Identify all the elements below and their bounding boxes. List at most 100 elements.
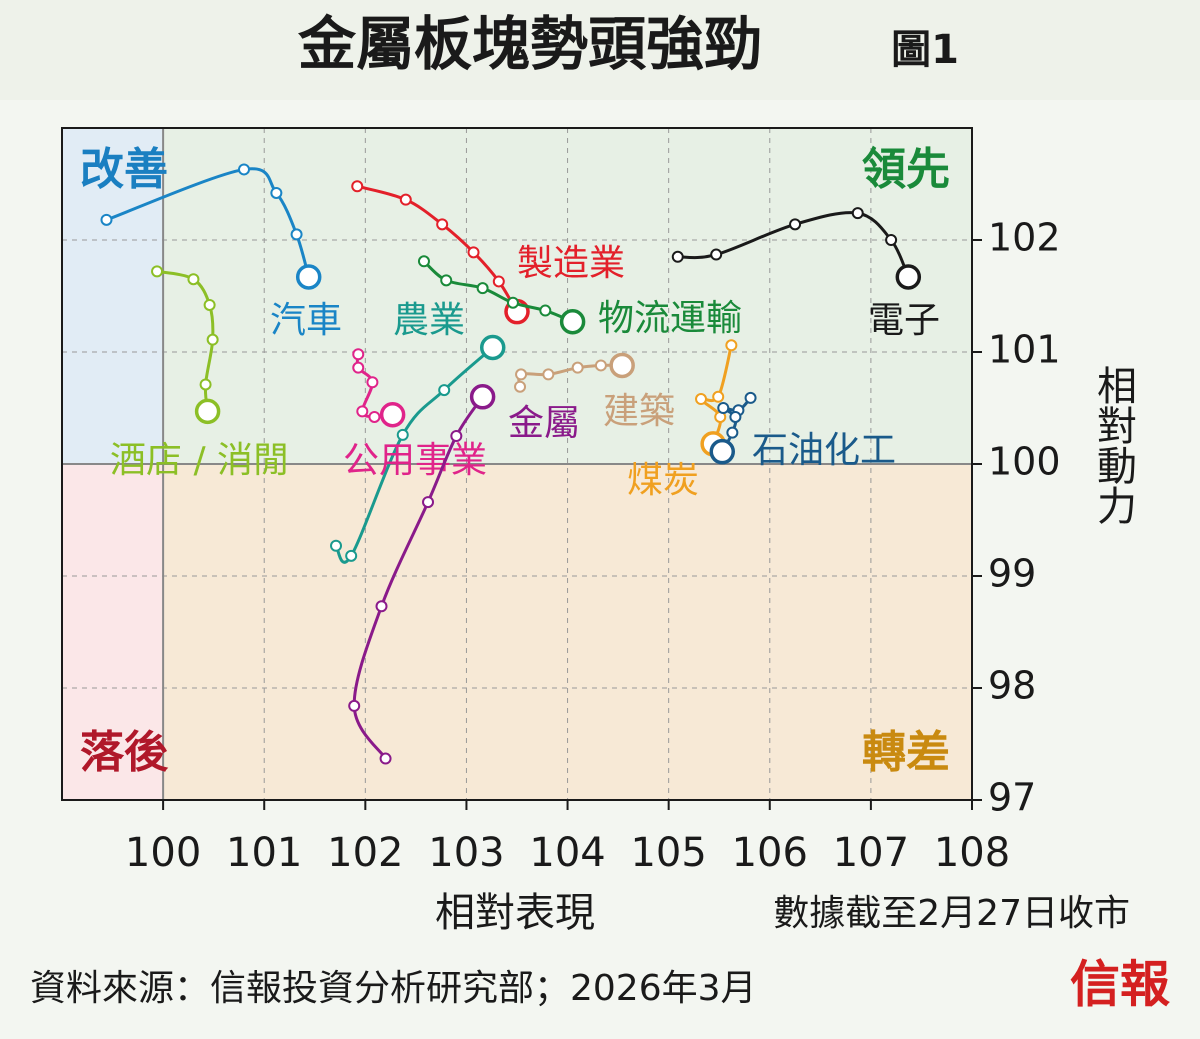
point [851, 207, 864, 220]
x-tick-label: 101 [226, 830, 302, 876]
legend-label: 公用事業 [343, 440, 487, 481]
x-axis-label: 相對表現 [435, 890, 595, 936]
point [366, 376, 379, 389]
point [440, 274, 453, 287]
point [290, 228, 303, 241]
point [712, 390, 725, 403]
point [270, 186, 283, 199]
legend-label: 物流運輸 [598, 298, 742, 339]
point [514, 380, 527, 393]
latest-point [895, 264, 922, 290]
point [717, 402, 730, 414]
point [515, 368, 528, 381]
point [206, 333, 219, 346]
latest-point [194, 398, 221, 425]
point [789, 218, 802, 231]
latest-point [295, 264, 322, 290]
point [100, 213, 113, 226]
legend-label: 石油化工 [752, 430, 896, 471]
point [710, 248, 723, 261]
point [417, 255, 430, 268]
point [199, 378, 212, 391]
x-tick-label: 100 [125, 830, 201, 876]
chart-subtitle: 圖1 [891, 27, 959, 73]
legend-label: 金屬 [508, 403, 580, 444]
x-tick-label: 107 [833, 830, 909, 876]
quadrant [62, 464, 164, 800]
y-tick-label: 97 [988, 776, 1036, 820]
point [467, 246, 480, 259]
point [450, 430, 463, 442]
point [542, 368, 555, 381]
legend-label: 製造業 [517, 243, 625, 284]
latest-point [469, 384, 496, 410]
x-tick-label: 102 [327, 830, 403, 876]
point [356, 405, 369, 418]
point [671, 250, 684, 263]
point [725, 339, 738, 352]
legend-label: 電子 [868, 300, 940, 341]
x-tick-label: 103 [428, 830, 504, 876]
quadrant [62, 128, 164, 464]
point [187, 273, 200, 286]
point [330, 539, 343, 552]
latest-point [709, 438, 736, 465]
y-tick-label: 99 [988, 552, 1036, 596]
point [352, 361, 365, 374]
point [396, 428, 409, 441]
x-tick-label: 108 [934, 830, 1010, 876]
point [571, 361, 584, 374]
legend-label: 建築 [603, 391, 675, 432]
latest-point [379, 401, 406, 428]
y-tick-label: 98 [988, 664, 1036, 708]
quadrant-label: 領先 [862, 144, 950, 195]
chart-title: 金屬板塊勢頭強勁 [298, 10, 762, 78]
logo: 信報 [1070, 956, 1170, 1012]
point [506, 296, 519, 309]
x-tick-label: 104 [529, 830, 605, 876]
point [368, 410, 381, 423]
header-band [0, 0, 1200, 100]
point [399, 193, 412, 206]
point [438, 384, 451, 397]
point [726, 426, 739, 439]
legend-label: 酒店 / 消閒 [110, 440, 289, 481]
legend-label: 汽車 [270, 300, 342, 341]
point [151, 265, 164, 278]
quadrant-label: 落後 [80, 727, 169, 778]
plot-frame [61, 127, 973, 801]
legend-label: 煤炭 [627, 460, 699, 501]
latest-point [559, 309, 586, 335]
point [695, 393, 708, 406]
x-tick-label: 106 [732, 830, 808, 876]
source: 資料來源：信報投資分析研究部；2026年3月 [30, 968, 757, 1009]
point [492, 275, 505, 288]
point [744, 391, 757, 404]
latest-point [609, 352, 635, 379]
point [476, 282, 489, 295]
point [345, 549, 358, 562]
series-line [105, 167, 311, 278]
y-tick-label: 100 [988, 440, 1061, 484]
point [729, 410, 742, 423]
x-tick-label: 105 [630, 830, 706, 876]
point [203, 298, 216, 311]
point [539, 304, 552, 317]
y-tick-label: 101 [988, 328, 1061, 372]
point [348, 699, 361, 712]
point [379, 752, 392, 765]
point [352, 348, 365, 361]
y-axis-label: 相對動力 [1090, 365, 1136, 525]
note: 數據截至2月27日收市 [773, 893, 1130, 934]
point [375, 600, 388, 613]
point [238, 163, 250, 176]
y-tick-label: 102 [988, 216, 1061, 260]
point [436, 218, 449, 231]
point [885, 234, 898, 246]
quadrant-label: 改善 [80, 144, 168, 195]
latest-point [479, 334, 506, 361]
point [351, 180, 364, 193]
legend-label: 農業 [393, 300, 465, 341]
